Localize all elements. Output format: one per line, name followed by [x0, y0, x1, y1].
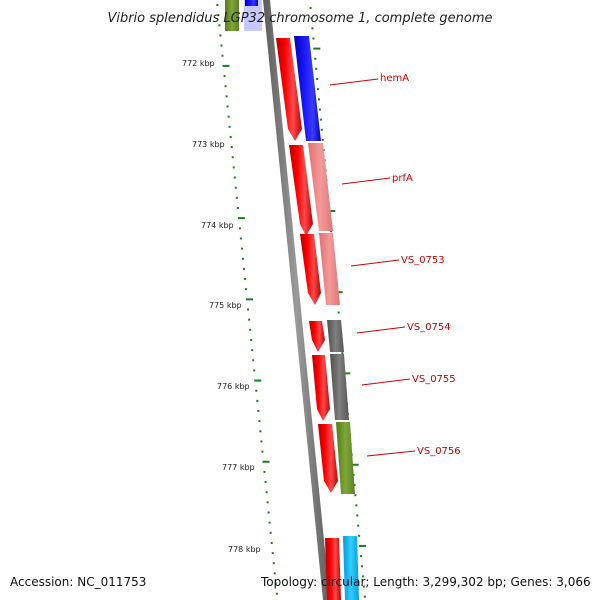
gene-arrow-hemA-strand[interactable]	[276, 38, 302, 141]
forward-strand-genes	[294, 36, 359, 600]
gene-VS_0755[interactable]	[330, 354, 349, 420]
gene-label-hemA[interactable]: hemA	[380, 73, 409, 84]
gene-VS_0753[interactable]	[319, 233, 340, 305]
gene-label-VS_0753[interactable]: VS_0753	[401, 255, 445, 266]
topology-summary: Topology: circular; Length: 3,299,302 bp…	[261, 575, 591, 589]
gene-hemA[interactable]	[294, 36, 321, 141]
gene-bottom-cyan[interactable]	[343, 536, 359, 600]
gene-label-prfA[interactable]: prfA	[392, 173, 413, 184]
scale-label-775: 775 kbp	[209, 301, 242, 310]
gene-arrow-VS_0755-strand[interactable]	[312, 355, 330, 421]
olive-gene-fragment[interactable]	[225, 0, 239, 31]
scale-ticks	[216, 4, 278, 595]
blue-gene-fragment[interactable]	[244, 0, 262, 31]
scale-label-773: 773 kbp	[192, 140, 225, 149]
gene-prfA[interactable]	[308, 143, 333, 231]
scale-label-774: 774 kbp	[201, 221, 234, 230]
genome-backbone	[263, 0, 330, 600]
gene-arrow-VS_0754-strand[interactable]	[309, 321, 325, 352]
gene-arrow-VS_0756-strand[interactable]	[318, 424, 338, 493]
accession-value: NC_011753	[77, 575, 147, 589]
gene-label-VS_0756[interactable]: VS_0756	[417, 446, 461, 457]
gene-top-fragments	[225, 0, 262, 31]
scale-label-772: 772 kbp	[182, 59, 215, 68]
gene-arrow-VS_0753-strand[interactable]	[300, 234, 321, 305]
reverse-strand-genes	[276, 38, 341, 600]
accession-text: Accession: NC_011753	[10, 575, 146, 589]
gene-label-VS_0754[interactable]: VS_0754	[407, 322, 451, 333]
gene-VS_0756[interactable]	[336, 422, 355, 494]
gene-VS_0754[interactable]	[327, 320, 344, 352]
gene-label-leaders	[329, 78, 416, 457]
scale-label-778: 778 kbp	[228, 545, 261, 554]
map-title: Vibrio splendidus LGP32 chromosome 1, co…	[107, 11, 492, 26]
accession-label: Accession:	[10, 575, 74, 589]
blue-gene-fragment-top	[245, 0, 258, 6]
scale-label-776: 776 kbp	[217, 382, 250, 391]
scale-label-777: 777 kbp	[222, 463, 255, 472]
gene-label-VS_0755[interactable]: VS_0755	[412, 374, 456, 385]
gene-arrow-bottom[interactable]	[325, 538, 341, 600]
gene-arrow-prfA-strand[interactable]	[289, 145, 313, 236]
